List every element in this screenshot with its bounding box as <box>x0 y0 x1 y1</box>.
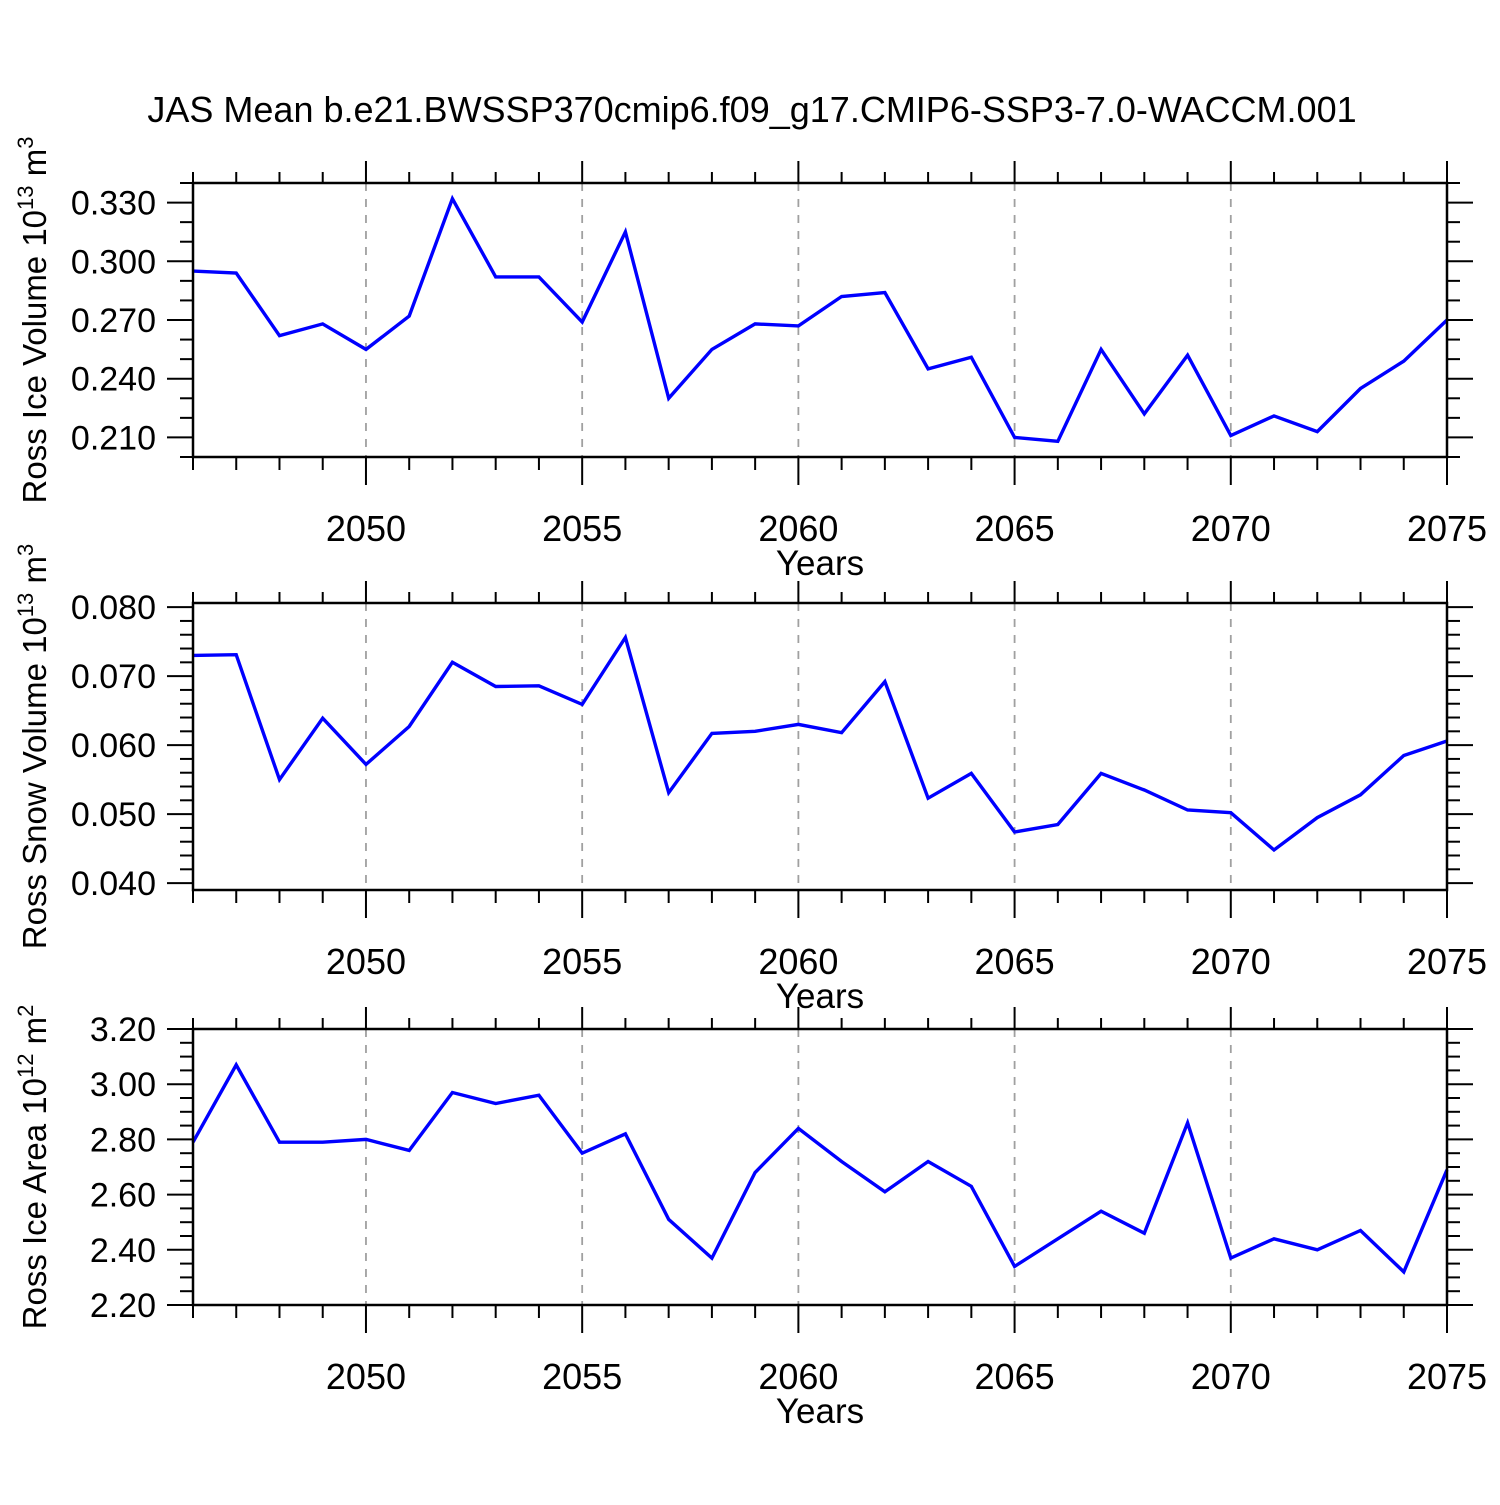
ross-ice-area-series-line <box>191 1061 1449 1275</box>
y-axis-title: Ross Ice Volume 1013 m3 <box>13 137 53 504</box>
y-tick-label: 0.080 <box>71 589 156 627</box>
y-tick-label: 2.20 <box>90 1287 156 1325</box>
x-tick-label: 2060 <box>758 508 838 549</box>
y-tick-label: 3.00 <box>90 1066 156 1104</box>
x-tick-label: 2065 <box>975 1356 1055 1397</box>
plot-ross-ice-volume: 0.210 0.240 0.270 0.300 0.330 2050 2055 2060 206… <box>13 137 1487 583</box>
x-tick-label: 2065 <box>975 508 1055 549</box>
figure-title: JAS Mean b.e21.BWSSP370cmip6.f09_g17.CMI… <box>147 89 1356 130</box>
x-tick-label: 2075 <box>1407 1356 1487 1397</box>
y-tick-label: 0.330 <box>71 185 156 223</box>
x-tick-label: 2075 <box>1407 941 1487 982</box>
x-tick-label: 2055 <box>542 508 622 549</box>
y-tick-label: 0.050 <box>71 796 156 834</box>
plot-border <box>191 601 1449 892</box>
x-axis-title: Years <box>776 544 864 583</box>
y-tick-label: 2.40 <box>90 1232 156 1270</box>
plot-border <box>191 181 1449 459</box>
y-tick-label: 0.240 <box>71 361 156 399</box>
x-tick-label: 2065 <box>975 941 1055 982</box>
x-tick-label: 2055 <box>542 1356 622 1397</box>
ross-snow-volume-series-line <box>192 633 1448 853</box>
plot-border <box>191 1027 1449 1307</box>
ross-ice-volume-series-line <box>192 194 1449 444</box>
x-axis-title: Years <box>776 1392 864 1431</box>
y-tick-label: 2.60 <box>90 1177 156 1215</box>
x-tick-label: 2070 <box>1191 508 1271 549</box>
plot-ross-snow-volume: 0.040 0.050 0.060 0.070 0.080 2050 2055 2060 206… <box>13 544 1487 1016</box>
x-tick-label: 2050 <box>326 508 406 549</box>
plots-container: 0.210 0.240 0.270 0.300 0.330 2050 2055 2060 206… <box>13 137 1487 1431</box>
x-tick-label: 2070 <box>1191 941 1271 982</box>
y-tick-label: 0.070 <box>71 658 156 696</box>
y-tick-label: 0.300 <box>71 243 156 281</box>
y-tick-label: 0.270 <box>71 302 156 340</box>
plot-ross-ice-area: 2.20 2.40 2.60 2.80 3.00 3.20 2050 2055 2060 2065… <box>13 1005 1487 1431</box>
x-tick-label: 2055 <box>542 941 622 982</box>
y-tick-label: 0.210 <box>71 419 156 457</box>
x-tick-label: 2050 <box>326 941 406 982</box>
x-tick-label: 2075 <box>1407 508 1487 549</box>
x-tick-label: 2050 <box>326 1356 406 1397</box>
y-axis-title: Ross Snow Volume 1013 m3 <box>13 544 53 949</box>
y-axis-title: Ross Ice Area 1012 m2 <box>13 1005 53 1330</box>
x-tick-label: 2060 <box>758 1356 838 1397</box>
y-tick-label: 0.060 <box>71 727 156 765</box>
x-axis-title: Years <box>776 977 864 1016</box>
y-tick-label: 2.80 <box>90 1121 156 1159</box>
x-tick-label: 2070 <box>1191 1356 1271 1397</box>
x-tick-label: 2060 <box>758 941 838 982</box>
y-tick-label: 0.040 <box>71 865 156 903</box>
y-tick-label: 3.20 <box>90 1011 156 1049</box>
